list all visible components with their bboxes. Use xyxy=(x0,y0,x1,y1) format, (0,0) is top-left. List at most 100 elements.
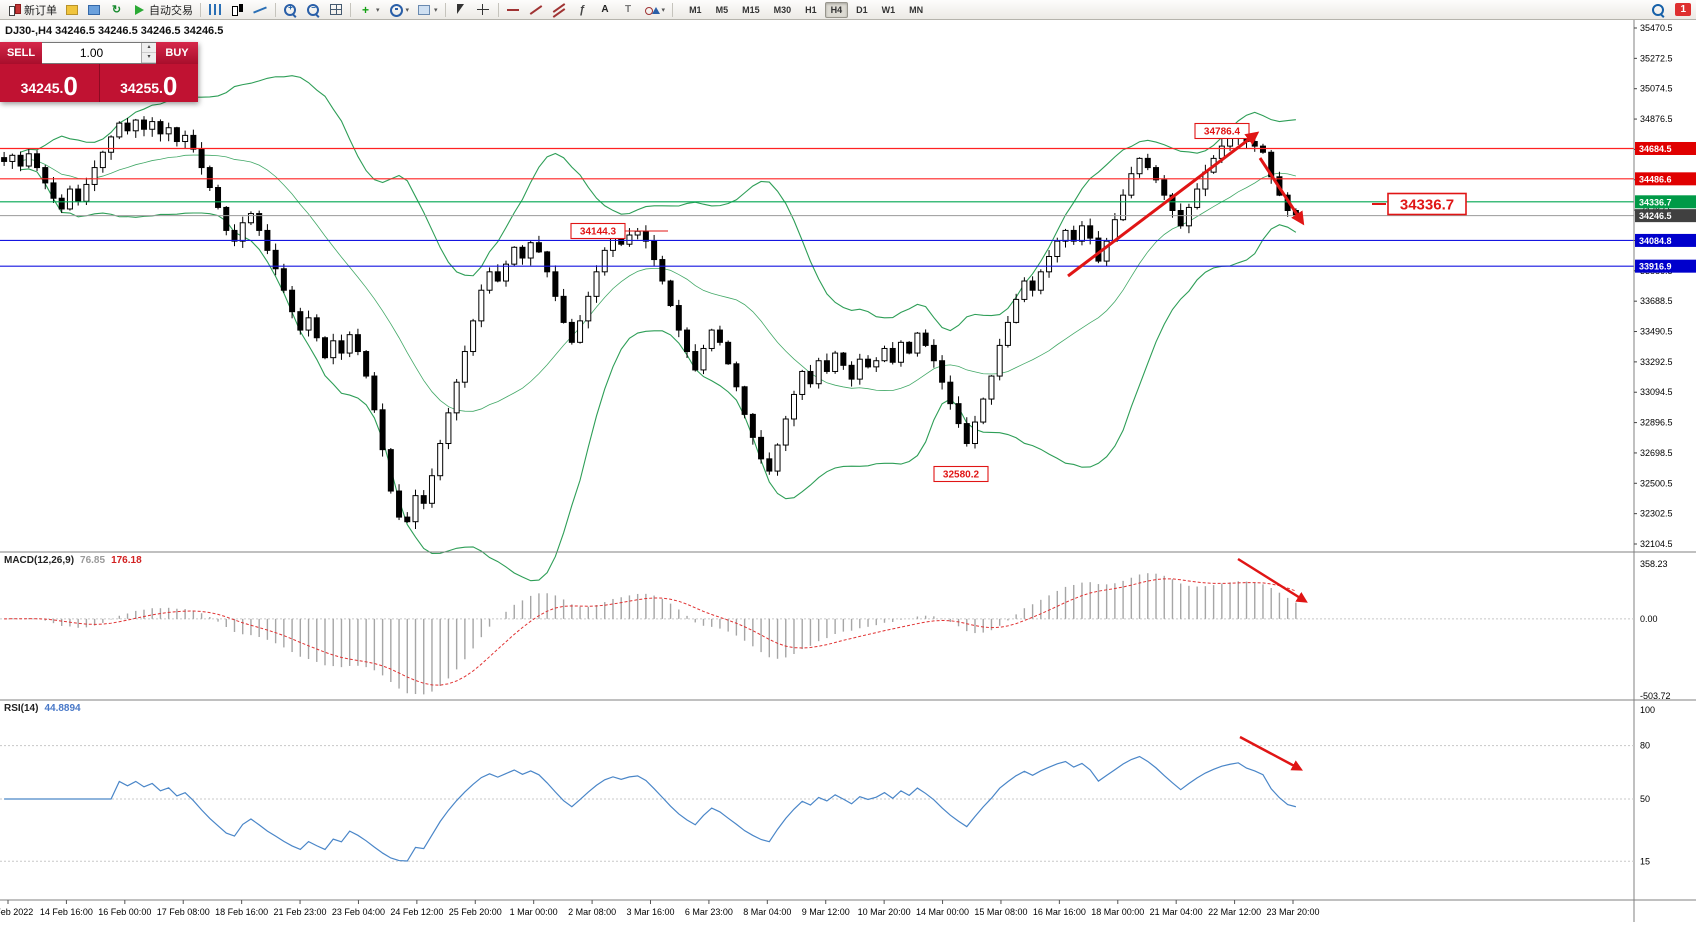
svg-text:32580.2: 32580.2 xyxy=(943,470,980,481)
svg-text:18 Feb 16:00: 18 Feb 16:00 xyxy=(215,907,268,917)
svg-text:35272.5: 35272.5 xyxy=(1640,53,1673,63)
zoom-in-button[interactable]: + xyxy=(279,1,302,19)
svg-text:21 Mar 04:00: 21 Mar 04:00 xyxy=(1150,907,1203,917)
volume-spinner: ▴ ▾ xyxy=(141,43,156,63)
time-axis[interactable]: 14 Feb 2022 14 Feb 16:00 16 Feb 00:00 17 Fe… xyxy=(0,900,1320,917)
sell-price[interactable]: 34245. 0 xyxy=(0,64,100,102)
price-axis[interactable]: 35470.535272.535074.534876.534678.534480… xyxy=(1633,20,1696,922)
volume-up-button[interactable]: ▴ xyxy=(142,43,156,53)
svg-text:32302.5: 32302.5 xyxy=(1640,509,1673,519)
text-label-button[interactable]: T xyxy=(617,1,640,19)
zoom-icon: + xyxy=(283,3,298,17)
trend-arrows[interactable] xyxy=(1067,131,1308,771)
linechart-icon xyxy=(253,3,268,17)
chart-canvas[interactable]: 35470.535272.535074.534876.534678.534480… xyxy=(0,20,1696,944)
autotrading-button-label: 自动交易 xyxy=(149,4,193,17)
bars-icon xyxy=(209,4,221,15)
market-watch-button[interactable] xyxy=(83,1,105,19)
cursor-icon xyxy=(453,3,468,17)
tline-icon xyxy=(529,3,544,17)
timeframe-m1-button[interactable]: M1 xyxy=(689,4,702,15)
volume-field[interactable]: 1.00 ▴ ▾ xyxy=(42,42,156,64)
fibonacci-button[interactable]: ƒ xyxy=(571,1,594,19)
timeframe-m30-button[interactable]: M30 xyxy=(773,4,792,15)
zoom-out-button[interactable]: − xyxy=(302,1,325,19)
box-yellow-icon xyxy=(66,4,78,15)
search-button[interactable] xyxy=(1646,1,1669,19)
rsi-title: RSI(14) xyxy=(4,703,39,714)
text-button[interactable]: A xyxy=(594,1,617,19)
svg-text:1 Mar 00:00: 1 Mar 00:00 xyxy=(510,907,558,917)
dropdown-caret-icon: ▾ xyxy=(434,6,438,14)
svg-text:22 Mar 12:00: 22 Mar 12:00 xyxy=(1208,907,1261,917)
autotrading-button[interactable]: 自动交易 xyxy=(128,1,197,19)
sell-price-main: 34245. xyxy=(20,80,64,96)
candles xyxy=(1,116,1299,530)
timeframe-w1-button[interactable]: W1 xyxy=(881,4,896,15)
horizontal-line-button[interactable] xyxy=(502,1,525,19)
bar-chart-button[interactable] xyxy=(204,1,226,19)
svg-text:34246.5: 34246.5 xyxy=(1639,211,1672,221)
timeframe-mn-button[interactable]: MN xyxy=(909,4,924,15)
sell-button[interactable]: SELL xyxy=(0,42,42,64)
clock-icon xyxy=(388,3,403,17)
timeframe-m5-button[interactable]: M5 xyxy=(715,4,729,15)
svg-text:33292.5: 33292.5 xyxy=(1640,357,1673,367)
macd-title: MACD(12,26,9) xyxy=(4,555,75,566)
svg-text:100: 100 xyxy=(1640,705,1655,715)
volume-down-button[interactable]: ▾ xyxy=(142,53,156,63)
play-icon xyxy=(132,3,147,17)
refresh-button[interactable]: ↻ xyxy=(105,1,128,19)
trendline-button[interactable] xyxy=(525,1,548,19)
svg-text:14 Feb 2022: 14 Feb 2022 xyxy=(0,907,33,917)
buy-price[interactable]: 34255. 0 xyxy=(100,64,199,102)
line-chart-button[interactable] xyxy=(249,1,272,19)
arrows-button[interactable]: ▾ xyxy=(640,1,670,19)
timeframe-m15-button[interactable]: M15 xyxy=(742,4,760,15)
macd-main-value: 76.85 xyxy=(80,555,106,566)
price-annotations[interactable]: 34786.4 34144.3 32580.2 34336.7 xyxy=(570,122,1467,483)
refresh-icon: ↻ xyxy=(111,3,122,16)
horizontal-line-objects[interactable] xyxy=(0,147,1634,267)
toolbar-separator xyxy=(200,2,201,17)
svg-text:34786.4: 34786.4 xyxy=(1204,127,1241,138)
shapes-icon xyxy=(644,3,660,17)
tile-windows-button[interactable] xyxy=(325,1,347,19)
timeframe-d1-button[interactable]: D1 xyxy=(856,4,868,15)
toolbar-separator xyxy=(350,2,351,17)
svg-text:10 Mar 20:00: 10 Mar 20:00 xyxy=(858,907,911,917)
svg-text:2 Mar 08:00: 2 Mar 08:00 xyxy=(568,907,616,917)
indicators-button[interactable]: + ▾ xyxy=(354,1,384,19)
cursor-button[interactable] xyxy=(449,1,472,19)
periods-button[interactable]: ▾ xyxy=(384,1,414,19)
buy-button[interactable]: BUY xyxy=(156,42,198,64)
timeframe-h4-button[interactable]: H4 xyxy=(824,1,849,18)
svg-text:32500.5: 32500.5 xyxy=(1640,478,1673,488)
templates-button[interactable]: ▾ xyxy=(413,1,442,19)
candles-icon xyxy=(230,3,245,17)
volume-value[interactable]: 1.00 xyxy=(79,46,104,60)
svg-text:16 Feb 00:00: 16 Feb 00:00 xyxy=(98,907,151,917)
macd-pane: 358.23 0.00 -503.72 xyxy=(0,559,1671,701)
crosshair-button[interactable] xyxy=(472,1,495,19)
svg-text:3 Mar 16:00: 3 Mar 16:00 xyxy=(626,907,674,917)
new-order-button-label: 新订单 xyxy=(24,4,57,17)
rsi-indicator-label: RSI(14) 44.8894 xyxy=(4,703,81,714)
neworder-icon xyxy=(7,3,22,17)
crosshair-icon xyxy=(476,3,491,17)
equidistant-channel-button[interactable] xyxy=(548,1,571,19)
svg-text:32104.5: 32104.5 xyxy=(1640,539,1673,549)
candlestick-chart-button[interactable] xyxy=(226,1,249,19)
svg-text:-503.72: -503.72 xyxy=(1640,691,1671,701)
dropdown-caret-icon: ▾ xyxy=(405,6,410,14)
charts-window-button[interactable] xyxy=(61,1,83,19)
svg-text:6 Mar 23:00: 6 Mar 23:00 xyxy=(685,907,733,917)
svg-text:80: 80 xyxy=(1640,741,1650,751)
svg-text:33490.5: 33490.5 xyxy=(1640,327,1673,337)
notification-badge[interactable]: 1 xyxy=(1675,3,1691,16)
toolbar: 新订单 ↻ 自动交易 + − + ▾ ▾ ▾ ƒ A T ▾ M1 M5 M15 M30 H1 H4 D1 W1 MN … xyxy=(0,0,1696,20)
new-order-button[interactable]: 新订单 xyxy=(3,1,61,19)
indicators-icon: + xyxy=(361,2,369,17)
timeframe-h1-button[interactable]: H1 xyxy=(805,4,817,15)
svg-text:8 Mar 04:00: 8 Mar 04:00 xyxy=(743,907,791,917)
